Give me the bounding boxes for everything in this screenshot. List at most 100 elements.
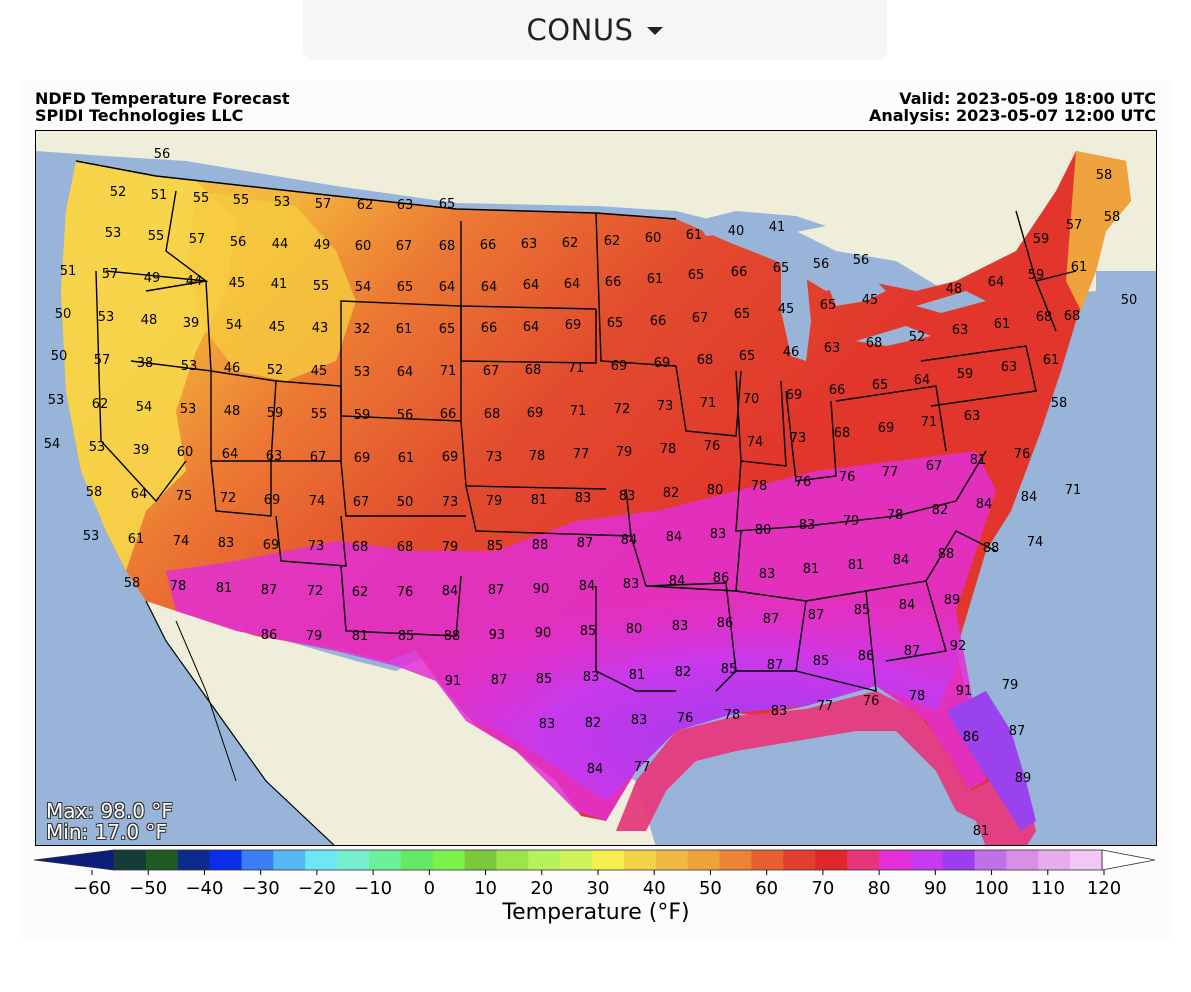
map-temperature-label: 68 (397, 540, 414, 555)
colorbar-cell (177, 850, 211, 870)
map-temperature-label: 71 (568, 361, 585, 376)
map-temperature-label: 79 (843, 514, 860, 529)
map-temperature-label: 83 (575, 491, 592, 506)
colorbar-min-arrow (33, 849, 115, 871)
map-temperature-label: 53 (274, 195, 291, 210)
map-temperature-label: 45 (269, 320, 286, 335)
region-dropdown[interactable]: CONUS (303, 0, 887, 60)
colorbar-cell (432, 850, 466, 870)
map-temperature-label: 64 (481, 280, 498, 295)
map-temperature-label: 61 (128, 532, 145, 547)
map-temperature-label: 71 (570, 404, 587, 419)
colorbar-tick-label: 30 (587, 878, 610, 899)
map-temperature-label: 78 (660, 442, 677, 457)
map-temperature-label: 64 (523, 278, 540, 293)
temperature-map: 56 52 51 55 55 53 57 62 63 65 53 55 57 56 44 49 60 67 68 66… (35, 130, 1157, 846)
map-temperature-label: 87 (904, 644, 921, 659)
colorbar-cell (241, 850, 274, 870)
map-temperature-label: 83 (619, 489, 636, 504)
map-temperature-label: 70 (743, 392, 760, 407)
map-temperature-label: 63 (952, 323, 969, 338)
map-temperature-label: 64 (914, 373, 931, 388)
colorbar-tick-label: 60 (755, 878, 778, 899)
map-temperature-label: 52 (267, 363, 284, 378)
map-temperature-label: 54 (355, 280, 372, 295)
map-temperature-label: 54 (44, 437, 61, 452)
map-temperature-label: 83 (623, 577, 640, 592)
map-temperature-label: 41 (769, 220, 786, 235)
map-temperature-label: 59 (1033, 232, 1050, 247)
map-temperature-label: 76 (795, 475, 812, 490)
colorbar-cell (719, 850, 752, 870)
canada-border (75, 160, 677, 220)
figure-header-left: NDFD Temperature Forecast SPIDI Technolo… (35, 90, 290, 124)
colorbar-tick-label: 40 (643, 878, 666, 899)
map-temperature-label: 59 (957, 367, 974, 382)
colorbar-label: Temperature (°F) (502, 900, 690, 925)
map-temperature-label: 81 (970, 453, 987, 468)
map-temperature-label: 92 (950, 639, 967, 654)
map-temperature-label: 68 (439, 239, 456, 254)
map-temperature-label: 78 (887, 508, 904, 523)
map-temperature-label: 78 (724, 708, 741, 723)
map-temperature-label: 79 (486, 494, 503, 509)
map-temperature-label: 71 (440, 364, 457, 379)
map-temperature-label: 78 (909, 689, 926, 704)
map-temperature-label: 93 (489, 628, 506, 643)
colorbar-cell (751, 850, 784, 870)
map-temperature-label: 61 (1043, 353, 1060, 368)
map-temperature-label: 67 (310, 450, 327, 465)
map-temperature-label: 82 (932, 503, 949, 518)
map-temperature-label: 74 (309, 494, 326, 509)
map-temperature-label: 57 (102, 267, 119, 282)
map-temperature-label: 63 (824, 341, 841, 356)
new-england-tip (1066, 151, 1131, 311)
map-temperature-label: 68 (866, 336, 883, 351)
map-temperature-label: 76 (677, 711, 694, 726)
map-temperature-label: 84 (893, 553, 910, 568)
map-temperature-label: 52 (909, 330, 926, 345)
map-temperature-label: 50 (1121, 293, 1138, 308)
map-temperature-label: 46 (224, 361, 241, 376)
map-temperature-label: 53 (180, 402, 197, 417)
colorbar-tick-label: 50 (699, 878, 722, 899)
map-temperature-label: 83 (672, 619, 689, 634)
map-temperature-label: 84 (587, 762, 604, 777)
colorbar-tick-label: −20 (298, 878, 336, 899)
map-temperature-label: 82 (675, 665, 692, 680)
map-temperature-label: 88 (983, 541, 1000, 556)
colorbar-cell (655, 850, 689, 870)
colorbar-tick-label: 100 (974, 878, 1008, 899)
colorbar-cell (687, 850, 721, 870)
map-temperature-label: 90 (535, 626, 552, 641)
colorbar-tick-label: 20 (530, 878, 553, 899)
map-temperature-label: 59 (1028, 268, 1045, 283)
region-dropdown-value: CONUS (526, 13, 634, 47)
map-temperature-label: 76 (1014, 447, 1031, 462)
map-temperature-label: 77 (634, 760, 651, 775)
colorbar-tick-label: 10 (474, 878, 497, 899)
map-temperature-label: 73 (308, 539, 325, 554)
map-temperature-label: 84 (579, 579, 596, 594)
map-temperature-label: 87 (261, 583, 278, 598)
map-temperature-label: 65 (773, 261, 790, 276)
map-temperature-label: 44 (186, 274, 203, 289)
colorbar-cell (337, 850, 370, 870)
map-temperature-label: 80 (707, 483, 724, 498)
colorbar-tick-label: 110 (1031, 878, 1065, 899)
map-temperature-label: 86 (261, 628, 278, 643)
map-temperature-label: 72 (614, 402, 631, 417)
colorbar-cell (368, 850, 402, 870)
map-temperature-label: 62 (92, 397, 109, 412)
map-temperature-label: 77 (882, 465, 899, 480)
map-temperature-label: 49 (144, 271, 161, 286)
map-temperature-label: 65 (688, 268, 705, 283)
figure-source: SPIDI Technologies LLC (35, 106, 244, 125)
map-temperature-label: 61 (686, 228, 703, 243)
map-temperature-label: 43 (312, 321, 329, 336)
map-temperature-label: 60 (177, 445, 194, 460)
rockies-yellow (186, 191, 356, 381)
map-temperature-label: 88 (938, 547, 955, 562)
map-temperature-label: 82 (663, 486, 680, 501)
gulf-warm-water (616, 691, 1036, 845)
